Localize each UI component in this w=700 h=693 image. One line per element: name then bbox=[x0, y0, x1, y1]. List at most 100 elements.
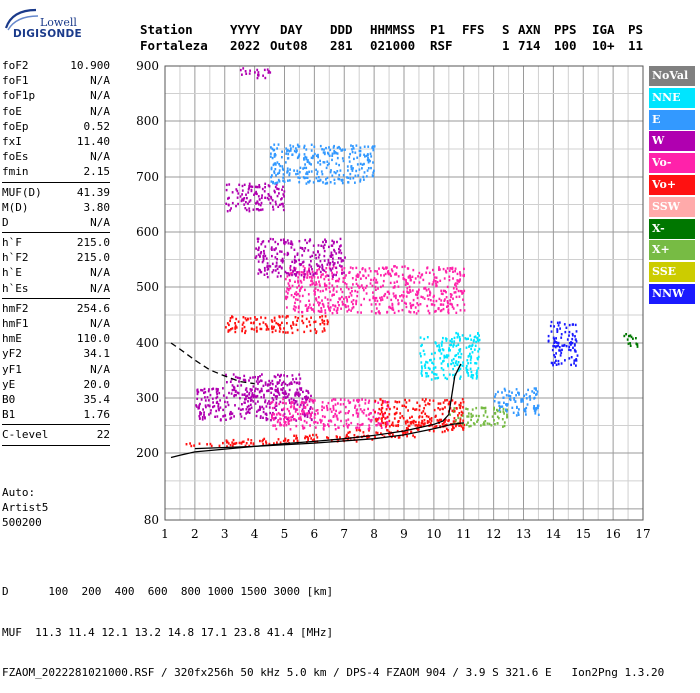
echo-point bbox=[250, 395, 253, 399]
echo-point bbox=[385, 424, 388, 428]
echo-point bbox=[456, 272, 459, 276]
param-row: C-level 22 bbox=[2, 427, 110, 442]
echo-point bbox=[275, 408, 277, 411]
echo-point bbox=[239, 397, 241, 400]
echo-point bbox=[252, 396, 255, 399]
echo-point bbox=[283, 195, 285, 198]
echo-point bbox=[280, 383, 283, 386]
echo-point bbox=[424, 363, 427, 366]
legend-item-sse: SSE bbox=[649, 262, 695, 283]
param-value: 10.900 bbox=[70, 59, 110, 72]
echo-point bbox=[507, 394, 510, 397]
echo-point bbox=[310, 414, 312, 417]
echo-point bbox=[276, 181, 279, 184]
echo-point bbox=[342, 174, 345, 177]
echo-point bbox=[308, 162, 311, 165]
echo-point bbox=[373, 145, 376, 148]
echo-point bbox=[471, 408, 474, 411]
echo-point bbox=[568, 330, 571, 334]
echo-point bbox=[266, 389, 268, 393]
echo-point bbox=[281, 321, 283, 324]
echo-point bbox=[276, 381, 279, 384]
echo-point bbox=[418, 271, 421, 275]
echo-point bbox=[328, 146, 330, 149]
echo-point bbox=[303, 153, 306, 156]
echo-point bbox=[254, 192, 256, 195]
ionogram-chart: 1 2 3 4 5 6 7 8 9 10 11 12 13 14 15 16 17802003004005006… bbox=[136, 59, 651, 541]
echo-point bbox=[432, 399, 435, 402]
echo-point bbox=[235, 317, 238, 321]
echo-point bbox=[424, 422, 426, 425]
echo-point bbox=[425, 289, 428, 292]
echo-point bbox=[263, 190, 266, 193]
echo-point bbox=[418, 281, 421, 284]
echo-point bbox=[310, 316, 312, 319]
echo-point bbox=[345, 286, 348, 289]
echo-point bbox=[339, 257, 342, 260]
echo-point bbox=[338, 145, 340, 149]
echo-point bbox=[314, 287, 317, 290]
echo-point bbox=[304, 163, 306, 166]
echo-point bbox=[321, 263, 323, 267]
echo-point bbox=[428, 399, 431, 402]
echo-point bbox=[304, 247, 307, 250]
echo-point bbox=[427, 415, 430, 419]
echo-point bbox=[263, 252, 266, 255]
echo-point bbox=[433, 279, 435, 282]
echo-point bbox=[560, 333, 563, 336]
echo-point bbox=[351, 150, 354, 154]
echo-point bbox=[248, 72, 251, 75]
echo-point bbox=[233, 442, 236, 445]
echo-point bbox=[446, 267, 449, 270]
echo-point bbox=[426, 267, 428, 270]
echo-point bbox=[285, 392, 288, 395]
echo-point bbox=[329, 298, 332, 302]
echo-point bbox=[280, 388, 282, 391]
echo-point bbox=[319, 418, 322, 422]
echo-point bbox=[516, 405, 518, 409]
echo-point bbox=[336, 311, 339, 314]
echo-point bbox=[391, 421, 394, 424]
ionogram-footer: D 100 200 400 600 800 1000 1500 3000 [km… bbox=[2, 558, 664, 693]
param-value: N/A bbox=[90, 266, 110, 280]
echo-point bbox=[249, 397, 252, 400]
echo-point bbox=[362, 289, 365, 292]
echo-point bbox=[388, 306, 390, 309]
echo-point bbox=[483, 421, 485, 424]
echo-point bbox=[290, 400, 293, 403]
echo-point bbox=[303, 278, 305, 281]
echo-point bbox=[228, 323, 230, 327]
echo-point bbox=[343, 271, 345, 274]
echo-point bbox=[367, 274, 370, 277]
echo-point bbox=[283, 412, 286, 416]
echo-point bbox=[285, 316, 288, 319]
echo-point bbox=[234, 404, 236, 407]
echo-point bbox=[326, 160, 329, 163]
echo-point bbox=[428, 403, 431, 406]
echo-point bbox=[453, 417, 456, 420]
echo-point bbox=[409, 302, 412, 305]
digisonde-logo: Lowell DIGISONDE bbox=[0, 2, 120, 42]
echo-point bbox=[427, 366, 430, 370]
echo-point bbox=[296, 143, 299, 146]
echo-point bbox=[264, 245, 267, 248]
echo-point bbox=[227, 204, 230, 207]
echo-point bbox=[273, 393, 275, 396]
param-name: foF1p bbox=[2, 89, 36, 103]
echo-point bbox=[476, 374, 478, 377]
echo-point bbox=[361, 267, 364, 270]
echo-point bbox=[431, 303, 434, 306]
echo-point bbox=[349, 177, 352, 180]
echo-point bbox=[257, 382, 259, 385]
echo-point bbox=[335, 162, 338, 165]
echo-point bbox=[262, 240, 265, 243]
echo-point bbox=[299, 387, 301, 390]
echo-point bbox=[308, 271, 311, 274]
echo-point bbox=[396, 407, 398, 410]
echo-point bbox=[278, 171, 281, 174]
echo-point bbox=[505, 394, 508, 397]
echo-point bbox=[328, 266, 331, 269]
echo-point bbox=[363, 145, 366, 148]
echo-point bbox=[350, 286, 353, 290]
echo-point bbox=[273, 316, 276, 319]
